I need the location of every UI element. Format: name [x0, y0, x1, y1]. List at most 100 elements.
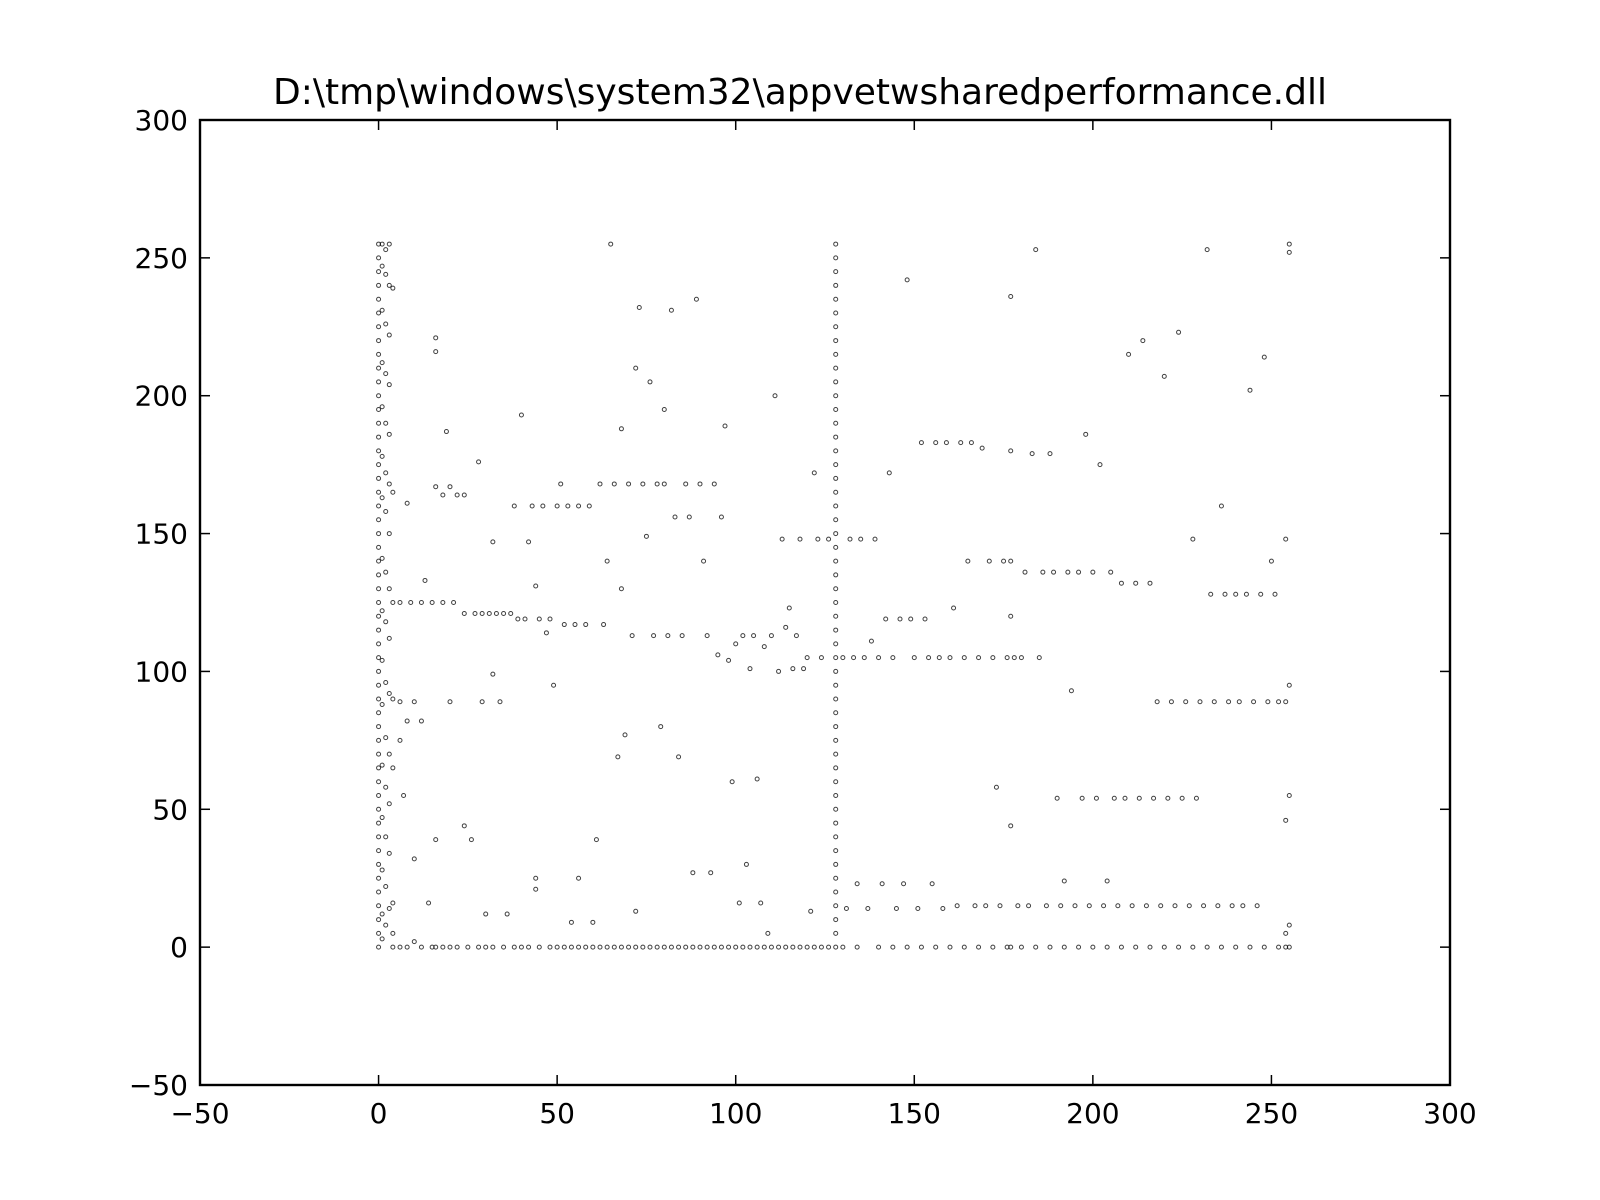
scatter-point: [376, 531, 382, 537]
scatter-point: [383, 247, 389, 253]
scatter-point: [379, 453, 385, 459]
scatter-point: [847, 536, 853, 542]
scatter-point: [383, 834, 389, 840]
scatter-point: [615, 754, 621, 760]
scatter-point: [1108, 569, 1114, 575]
scatter-point: [818, 655, 824, 661]
scatter-point: [833, 462, 839, 468]
scatter-point: [1258, 591, 1264, 597]
scatter-point: [833, 517, 839, 523]
scatter-point: [1168, 699, 1174, 705]
scatter-point: [1286, 793, 1292, 798]
scatter-point: [872, 536, 878, 542]
scatter-point: [376, 600, 382, 605]
scatter-point: [997, 903, 1003, 909]
scatter-point: [865, 906, 871, 912]
scatter-point: [1033, 247, 1039, 253]
scatter-point: [833, 489, 839, 495]
scatter-point: [386, 481, 392, 487]
scatter-point: [611, 481, 617, 487]
y-tick-label: 300: [135, 104, 188, 137]
scatter-point: [1233, 944, 1239, 950]
scatter-point: [740, 633, 746, 639]
scatter-point: [386, 690, 392, 696]
scatter-point: [386, 241, 392, 247]
scatter-point: [708, 870, 714, 876]
scatter-point: [1190, 944, 1196, 950]
scatter-point: [1090, 569, 1096, 575]
scatter-point: [376, 806, 382, 812]
scatter-point: [376, 255, 382, 261]
scatter-point: [433, 944, 439, 950]
scatter-point: [1026, 903, 1032, 909]
scatter-point: [386, 332, 392, 338]
scatter-point: [433, 484, 439, 490]
scatter-point: [833, 296, 839, 302]
scatter-point: [833, 627, 839, 633]
scatter-point: [761, 644, 767, 650]
scatter-point: [447, 484, 453, 490]
scatter-point: [533, 583, 539, 589]
scatter-point: [1261, 944, 1267, 950]
scatter-point: [376, 310, 382, 316]
scatter-point: [461, 823, 467, 829]
scatter-point: [768, 633, 774, 639]
scatter-point: [833, 613, 839, 619]
scatter-point: [1236, 699, 1242, 705]
scatter-point: [386, 906, 392, 912]
scatter-point: [1022, 569, 1028, 575]
scatter-point: [1122, 795, 1128, 801]
scatter-point: [1276, 944, 1282, 950]
scatter-point: [515, 616, 521, 622]
y-tick-label: 100: [135, 655, 188, 688]
scatter-point: [765, 930, 771, 936]
scatter-point: [376, 586, 382, 592]
scatter-point: [1076, 944, 1082, 950]
scatter-point: [379, 307, 385, 313]
scatter-point: [1240, 903, 1246, 909]
scatter-point: [990, 944, 996, 950]
scatter-point: [376, 737, 382, 743]
scatter-point: [833, 544, 839, 550]
scatter-point: [1090, 944, 1096, 950]
scatter-point: [554, 944, 560, 950]
scatter-point: [833, 930, 839, 936]
scatter-point: [526, 539, 532, 545]
scatter-point: [376, 724, 382, 730]
scatter-point: [783, 944, 789, 950]
scatter-point: [376, 503, 382, 509]
scatter-point: [1129, 903, 1135, 909]
scatter-point: [768, 944, 774, 950]
scatter-point: [597, 944, 603, 950]
scatter-point: [1093, 795, 1099, 801]
scatter-point: [1018, 944, 1024, 950]
scatter-point: [1029, 451, 1035, 457]
scatter-point: [1076, 569, 1082, 575]
scatter-point: [833, 572, 839, 578]
scatter-point: [661, 407, 667, 412]
scatter-point: [1183, 699, 1189, 705]
scatter-point: [833, 655, 839, 661]
scatter-point: [940, 906, 946, 912]
scatter-point: [568, 919, 574, 925]
scatter-point: [876, 944, 882, 950]
scatter-point: [740, 944, 746, 950]
scatter-point: [1083, 431, 1089, 437]
scatter-point: [376, 641, 382, 647]
scatter-point: [743, 861, 749, 867]
scatter-point: [479, 611, 485, 617]
scatter-point: [833, 779, 839, 785]
scatter-point: [1051, 569, 1057, 575]
scatter-point: [379, 608, 385, 614]
scatter-point: [993, 784, 999, 790]
scatter-point: [961, 944, 967, 950]
scatter-point: [376, 517, 382, 523]
scatter-point: [833, 503, 839, 509]
scatter-point: [779, 536, 785, 542]
scatter-point: [626, 481, 632, 487]
scatter-point: [833, 751, 839, 757]
scatter-point: [376, 820, 382, 826]
scatter-point: [958, 440, 964, 446]
scatter-point: [543, 630, 549, 636]
scatter-point: [1151, 795, 1157, 801]
